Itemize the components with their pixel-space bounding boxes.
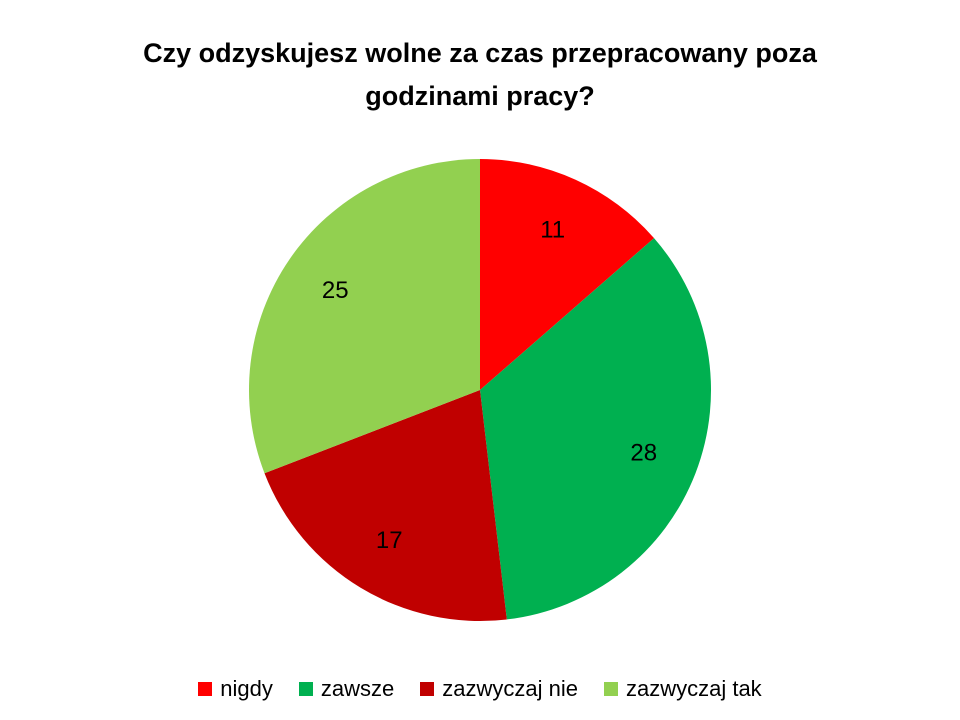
legend-item-nigdy: nigdy — [198, 676, 273, 702]
legend-label-zazwyczaj-nie: zazwyczaj nie — [442, 676, 578, 701]
legend-item-zawsze: zawsze — [298, 676, 395, 702]
chart-title: Czy odzyskujesz wolne za czas przepracow… — [80, 32, 880, 118]
pie-slices — [249, 159, 712, 621]
legend-item-zazwyczaj-tak: zazwyczaj tak — [603, 676, 762, 702]
legend-label-zawsze: zawsze — [320, 676, 395, 701]
legend-label-zazwyczaj-tak: zazwyczaj tak — [625, 676, 762, 701]
legend-swatch-zazwyczaj-nie — [420, 682, 435, 696]
pie-data-labels: 11 28 17 25 — [322, 217, 657, 554]
legend-swatch-zawsze — [298, 682, 313, 696]
data-label-zawsze: 28 — [630, 440, 657, 467]
legend-swatch-zazwyczaj-tak — [603, 682, 618, 696]
pie-slice-nigdy — [480, 159, 655, 390]
pie-slice-zawsze — [480, 238, 712, 620]
data-label-nigdy: 11 — [540, 217, 565, 244]
pie-slice-zazwyczaj-nie — [264, 390, 507, 621]
legend-item-zazwyczaj-nie: zazwyczaj nie — [420, 676, 578, 702]
data-label-zazwyczaj-tak: 25 — [322, 277, 349, 304]
legend-label-nigdy: nigdy — [220, 676, 273, 701]
data-label-zazwyczaj-nie: 17 — [376, 527, 403, 554]
legend: nigdy zawsze zazwyczaj nie zazwyczaj tak — [0, 676, 960, 702]
chart-title-line-2: godzinami pracy? — [365, 81, 595, 111]
legend-swatch-nigdy — [198, 682, 213, 696]
pie-slice-zazwyczaj-tak — [249, 159, 480, 474]
chart-title-line-1: Czy odzyskujesz wolne za czas przepracow… — [143, 38, 817, 68]
